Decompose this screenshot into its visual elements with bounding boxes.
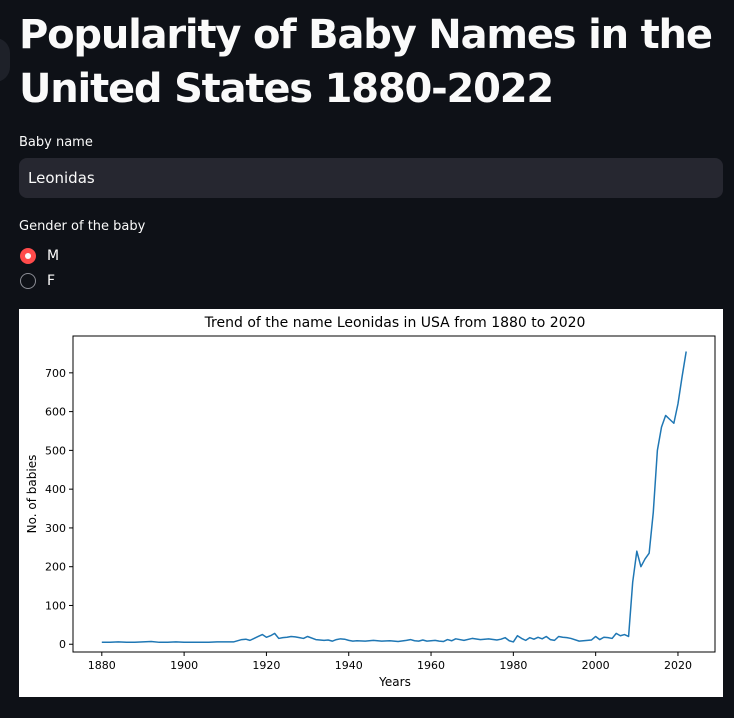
radio-selected-icon[interactable] [20, 248, 36, 264]
y-tick-label: 200 [45, 561, 66, 574]
plot-frame [72, 335, 716, 653]
gender-option-label: F [47, 273, 56, 289]
x-tick-label: 1960 [417, 659, 445, 672]
radio-unselected-icon[interactable] [20, 273, 36, 289]
y-tick-label: 700 [45, 367, 66, 380]
chart-title: Trend of the name Leonidas in USA from 1… [204, 315, 586, 331]
y-tick-label: 600 [45, 406, 66, 419]
gender-option-m[interactable]: M [20, 248, 59, 264]
y-tick-label: 500 [45, 444, 66, 457]
y-tick-label: 300 [45, 522, 66, 535]
series-points [102, 351, 687, 642]
baby-name-label: Baby name [19, 135, 93, 150]
x-tick-label: 1880 [88, 659, 116, 672]
y-tick-label: 0 [59, 638, 66, 651]
x-tick-label: 1940 [335, 659, 363, 672]
baby-name-input[interactable] [19, 158, 723, 198]
y-axis-label: No. of babies [25, 455, 39, 534]
trend-chart: Trend of the name Leonidas in USA from 1… [19, 309, 723, 697]
page-title: Popularity of Baby Names in the United S… [19, 12, 713, 112]
y-tick-label: 400 [45, 483, 66, 496]
y-axis: 0 100 200 300 400 500 600 700 [45, 367, 73, 651]
x-tick-label: 2000 [582, 659, 610, 672]
gender-label: Gender of the baby [19, 219, 146, 234]
series-line [101, 351, 687, 644]
y-tick-label: 100 [45, 599, 66, 612]
x-tick-label: 2020 [664, 659, 692, 672]
x-tick-label: 1900 [170, 659, 198, 672]
x-tick-label: 1920 [252, 659, 280, 672]
x-axis-label: Years [378, 675, 411, 689]
x-tick-label: 1980 [499, 659, 527, 672]
x-axis: 1880 1900 1920 1940 1960 1980 2000 2020 [88, 652, 692, 672]
gender-option-label: M [47, 248, 60, 264]
sidebar-toggle-button[interactable] [0, 38, 10, 82]
gender-option-f[interactable]: F [20, 273, 55, 289]
trend-chart-svg: Trend of the name Leonidas in USA from 1… [25, 315, 716, 689]
